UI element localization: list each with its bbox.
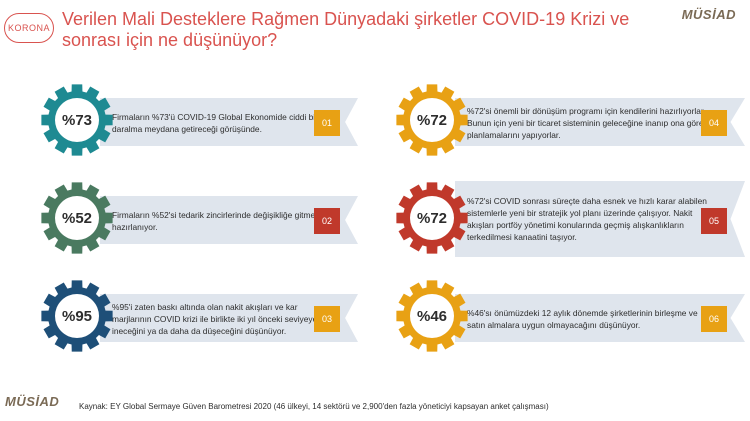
stat-banner [455,294,745,342]
stat-text: Firmaların %73'ü COVID-19 Global Ekonomi… [112,112,318,134]
korona-badge-label: KORONA [7,23,50,33]
stat-text: %46'sı önümüzdeki 12 aylık dönemde şirke… [467,308,698,330]
stat-card-2: Firmaların %52'si tedarik zincirlerinde … [40,182,358,254]
stat-number: 04 [708,118,719,128]
stat-number: 02 [321,216,332,226]
stat-percent: %72 [416,111,448,129]
stat-text: %72'si COVID sonrası süreçte daha esnek … [467,196,707,242]
stat-number-box: 06 [701,306,727,332]
stat-card-6: %46'sı önümüzdeki 12 aylık dönemde şirke… [395,280,745,352]
stat-text: %72'si önemli bir dönüşüm programı için … [467,106,706,140]
stat-number: 06 [708,314,719,324]
stat-text: %95'i zaten baskı altında olan nakit akı… [112,302,318,336]
stat-percent: %73 [61,111,93,129]
stat-number: 03 [321,314,332,324]
source-note: Kaynak: EY Global Sermaye Güven Barometr… [79,402,549,411]
stat-number-box: 04 [701,110,727,136]
musiad-logo: MÜSİAD [681,7,736,22]
stat-card-5: %72'si COVID sonrası süreçte daha esnek … [395,181,745,257]
musiad-footer-logo: MÜSİAD [5,394,60,409]
stat-number-box: 05 [701,208,727,234]
stat-percent: %46 [416,307,448,325]
stat-banner [455,98,745,146]
gear-icon [395,279,469,353]
korona-badge: KORONA [4,13,54,43]
gear-icon [395,181,469,255]
stat-number: 01 [321,118,332,128]
stat-percent: %72 [416,209,448,227]
stat-number-box: 02 [314,208,340,234]
stat-card-1: Firmaların %73'ü COVID-19 Global Ekonomi… [40,84,358,156]
stat-number-box: 01 [314,110,340,136]
stat-text: Firmaların %52'si tedarik zincirlerinde … [112,210,324,232]
stat-percent: %95 [61,307,93,325]
stat-card-3: %95'i zaten baskı altında olan nakit akı… [40,280,358,352]
gear-icon [40,181,114,255]
gear-icon [395,83,469,157]
stat-number: 05 [708,216,719,226]
gear-icon [40,279,114,353]
stat-number-box: 03 [314,306,340,332]
stat-banner [455,181,745,257]
stat-percent: %52 [61,209,93,227]
gear-icon [40,83,114,157]
stat-card-4: %72'si önemli bir dönüşüm programı için … [395,84,745,156]
page-title: Verilen Mali Desteklere Rağmen Dünyadaki… [62,9,630,50]
